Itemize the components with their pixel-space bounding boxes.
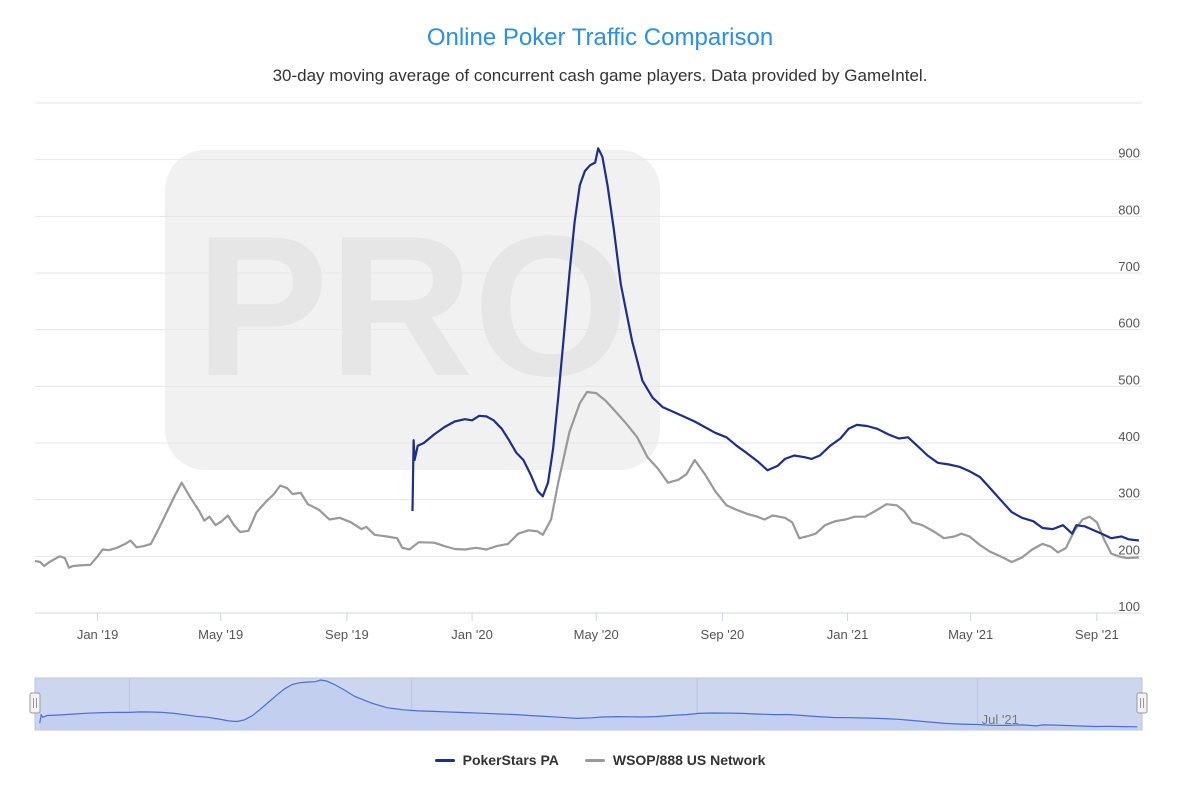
navigator-right-handle[interactable] xyxy=(1136,692,1148,714)
y-tick-label-900: 900 xyxy=(1118,146,1140,161)
y-tick-label-800: 800 xyxy=(1118,202,1140,217)
series-line-wsop-888-us-network[interactable] xyxy=(34,390,1139,569)
watermark-badge xyxy=(165,150,660,470)
x-tick-label-may-19: May '19 xyxy=(198,627,243,642)
series-line-pokerstars-pa[interactable] xyxy=(411,147,1140,542)
watermark-text: PRO xyxy=(195,195,628,418)
x-tick-label-jan-21: Jan '21 xyxy=(827,627,869,642)
legend: PokerStars PA WSOP/888 US Network xyxy=(0,752,1200,768)
chart-title: Online Poker Traffic Comparison xyxy=(426,24,774,51)
y-tick-label-500: 500 xyxy=(1118,372,1140,387)
legend-label-wsop-888-us-network: WSOP/888 US Network xyxy=(612,752,766,768)
navigator-line xyxy=(39,679,1138,728)
y-axis-labels: 100 200 300 400 500 600 700 800 900 xyxy=(1118,146,1140,614)
x-axis-ticks: Jan '19 May '19 Sep '19 Jan '20 May '20 Sep '… xyxy=(77,613,1119,642)
x-tick-label-sep-19: Sep '19 xyxy=(325,627,369,642)
legend-item-wsop-888-us-network[interactable]: WSOP/888 US Network xyxy=(584,752,766,768)
x-tick-label-jan-20: Jan '20 xyxy=(451,627,493,642)
x-tick-label-may-20: May '20 xyxy=(574,627,619,642)
y-tick-label-400: 400 xyxy=(1118,429,1140,444)
pro-watermark: PRO xyxy=(165,150,660,470)
x-tick-label-sep-21: Sep '21 xyxy=(1075,627,1119,642)
legend-item-pokerstars-pa[interactable]: PokerStars PA xyxy=(434,752,559,768)
navigator-area xyxy=(39,680,1138,730)
x-tick-label-sep-20: Sep '20 xyxy=(701,627,745,642)
y-tick-label-100: 100 xyxy=(1118,599,1140,614)
x-tick-label-may-21: May '21 xyxy=(948,627,993,642)
legend-label-pokerstars-pa: PokerStars PA xyxy=(462,752,559,768)
y-tick-label-700: 700 xyxy=(1118,259,1140,274)
legend-swatch-wsop-888-us-network xyxy=(584,758,605,762)
y-tick-label-200: 200 xyxy=(1118,542,1140,557)
plot-area xyxy=(34,147,1140,569)
navigator-label-jul-21: Jul '21 xyxy=(982,712,1019,727)
y-tick-label-600: 600 xyxy=(1118,316,1140,331)
legend-swatch-pokerstars-pa xyxy=(434,758,455,762)
x-tick-label-jan-19: Jan '19 xyxy=(77,627,119,642)
navigator-left-handle[interactable] xyxy=(29,692,41,714)
chart-subtitle: 30-day moving average of concurrent cash… xyxy=(272,66,928,85)
grid-lines xyxy=(35,159,1142,557)
y-tick-label-300: 300 xyxy=(1118,486,1140,501)
